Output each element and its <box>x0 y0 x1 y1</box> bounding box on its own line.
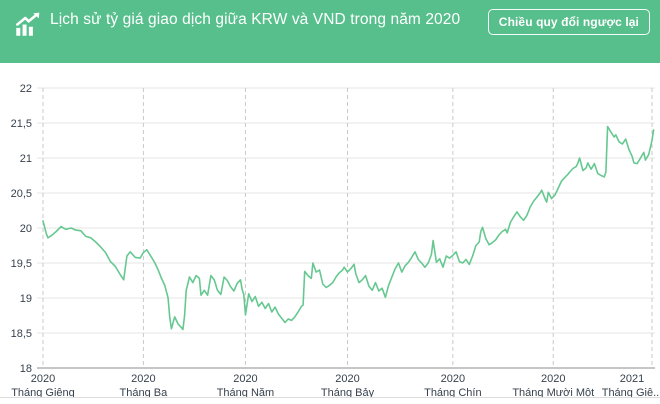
reverse-conversion-button[interactable]: Chiều quy đổi ngược lại <box>487 9 650 35</box>
x-axis-tick-year: 2020 <box>31 373 55 385</box>
x-axis-tick-month: Tháng Ba <box>120 387 169 397</box>
y-axis-tick-label: 20,5 <box>11 188 32 200</box>
y-axis-tick-label: 18 <box>20 363 32 375</box>
y-axis-tick-label: 22 <box>20 83 32 95</box>
page-title: Lịch sử tỷ giá giao dịch giữa KRW và VND… <box>50 11 461 28</box>
x-axis-tick-year: 2020 <box>131 373 155 385</box>
widget-header: Lịch sử tỷ giá giao dịch giữa KRW và VND… <box>0 0 660 63</box>
y-axis-tick-label: 21 <box>20 153 32 165</box>
y-axis-tick-label: 19 <box>20 293 32 305</box>
x-axis-tick-month: Tháng Mười Một <box>512 387 594 397</box>
x-axis-tick-year: 2020 <box>441 373 465 385</box>
x-axis-tick-year: 2021 <box>620 373 644 385</box>
x-axis-tick-month: Tháng Giêng <box>11 387 75 397</box>
trending-up-chart-icon <box>14 11 41 38</box>
y-axis-tick-label: 20 <box>20 223 32 235</box>
x-axis-tick-month: Tháng Giê... <box>602 387 660 397</box>
y-axis-tick-label: 21,5 <box>11 118 32 130</box>
series-line <box>42 125 655 331</box>
y-axis-tick-label: 18,5 <box>11 328 32 340</box>
bottom-divider <box>0 397 660 398</box>
x-axis-tick-year: 2020 <box>335 373 359 385</box>
x-axis-tick-month: Tháng Năm <box>217 387 274 397</box>
y-axis-tick-label: 19,5 <box>11 258 32 270</box>
chart-area: 22 21,5 21 20,5 20 19,5 19 18,5 18 2020 Tháng Giên… <box>0 63 660 399</box>
x-axis-tick-month: Tháng Chín <box>424 387 481 397</box>
x-axis-tick-month: Tháng Bảy <box>321 387 375 397</box>
x-axis-tick-year: 2020 <box>233 373 257 385</box>
x-axis-tick-year: 2020 <box>541 373 565 385</box>
